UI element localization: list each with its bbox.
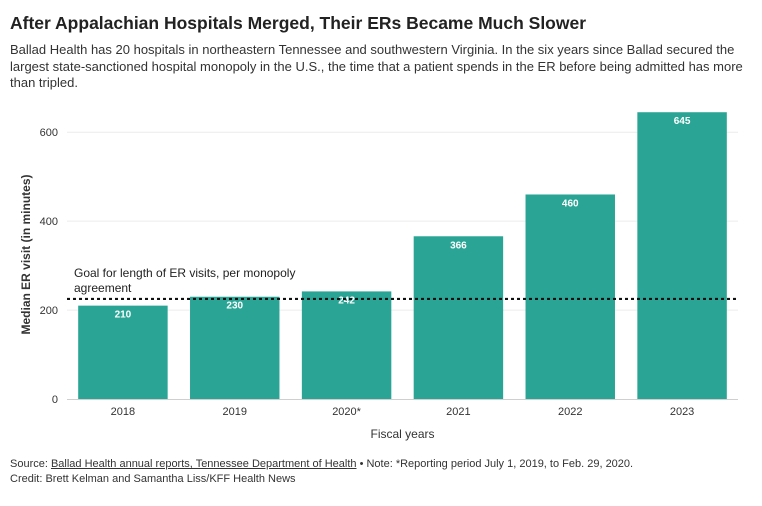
chart-subtitle: Ballad Health has 20 hospitals in northe… bbox=[10, 42, 743, 90]
gridlines bbox=[67, 131, 738, 311]
bar bbox=[78, 305, 168, 399]
x-tick-label: 2021 bbox=[446, 406, 470, 418]
bar bbox=[637, 112, 727, 399]
y-tick-label: 200 bbox=[40, 305, 58, 317]
bar-value-label: 645 bbox=[674, 116, 691, 127]
bar-value-label: 366 bbox=[450, 240, 467, 251]
x-tick-label: 2018 bbox=[111, 406, 135, 418]
bar-value-label: 460 bbox=[562, 198, 579, 209]
chart-title: After Appalachian Hospitals Merged, Thei… bbox=[10, 13, 587, 33]
bar-value-label: 242 bbox=[338, 295, 355, 306]
credit-line: Credit: Brett Kelman and Samantha Liss/K… bbox=[10, 473, 296, 485]
x-axis-label: Fiscal years bbox=[370, 427, 434, 441]
y-axis-label: Median ER visit (in minutes) bbox=[19, 174, 33, 334]
bar-value-label: 210 bbox=[115, 310, 132, 321]
bar bbox=[190, 296, 280, 399]
y-tick-label: 0 bbox=[52, 394, 58, 406]
y-axis-ticks: 0 200 400 600 bbox=[40, 127, 58, 406]
x-tick-label: 2022 bbox=[558, 406, 582, 418]
bar bbox=[301, 291, 392, 399]
x-tick-label: 2020* bbox=[332, 406, 361, 418]
data-labels: 210 230 242 366 460 645 bbox=[115, 116, 691, 320]
y-tick-label: 600 bbox=[40, 127, 58, 139]
goal-label-line-1: Goal for length of ER visits, per monopo… bbox=[74, 266, 295, 280]
source-link[interactable]: Ballad Health annual reports, Tennessee … bbox=[50, 458, 357, 470]
bar bbox=[413, 236, 504, 399]
bars bbox=[78, 112, 727, 399]
source-prefix: Source: bbox=[10, 458, 51, 470]
bar bbox=[525, 194, 615, 399]
y-tick-label: 400 bbox=[40, 216, 58, 228]
x-tick-label: 2023 bbox=[670, 406, 694, 418]
goal-label-line-2: agreement bbox=[74, 281, 132, 295]
source-note: Source: Ballad Health annual reports, Te… bbox=[10, 458, 633, 470]
x-tick-label: 2019 bbox=[223, 406, 247, 418]
x-axis-ticks: 2018 2019 2020* 2021 2022 2023 bbox=[111, 406, 695, 418]
note-text: • Note: *Reporting period July 1, 2019, … bbox=[356, 458, 634, 470]
bar-value-label: 230 bbox=[226, 301, 243, 312]
